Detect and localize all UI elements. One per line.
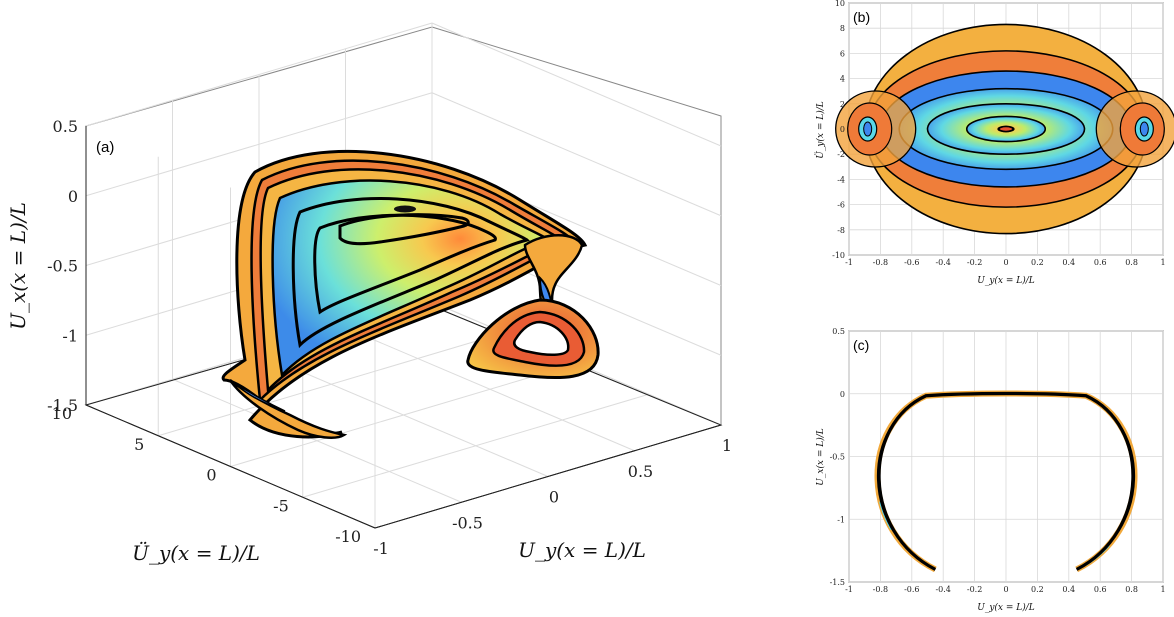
orbits-b (835, 23, 1174, 235)
blob-inner (513, 320, 570, 356)
panel-label-a: (a) (96, 139, 114, 156)
z-tick-label: 0 (68, 187, 78, 206)
b-x-tick-label: 0 (1003, 258, 1008, 267)
c-x-tick-label: 0.6 (1094, 585, 1107, 594)
grid-lines-c (848, 330, 1164, 583)
b-y-tick-label: -10 (832, 251, 845, 260)
y-tick-label: 0 (206, 466, 216, 485)
b-y-tick-label: 4 (840, 75, 845, 84)
b-x-tick-label: -0.6 (904, 258, 919, 267)
orbit-b-center (998, 125, 1014, 133)
y-tick-label: 10 (52, 404, 72, 423)
x-tick-label: 0 (549, 488, 559, 507)
side-lobe-b (1139, 121, 1149, 137)
c-x-tick-label: -0.4 (935, 585, 950, 594)
c-x-tick-label: 0 (1003, 585, 1008, 594)
grid-x-floor (345, 327, 635, 452)
b-x-tick-label: -0.2 (967, 258, 982, 267)
b-x-tick-label: 0.2 (1031, 258, 1044, 267)
b-x-tick-label: 0.4 (1062, 258, 1075, 267)
grid-x-floor (172, 378, 462, 503)
x-axis-line (374, 424, 722, 529)
panel-b-contour-plot: -1 -0.8 -0.6 -0.4 -0.2 0 0.2 0.4 0.6 0.8 1 10 8 6 4 2 0 -… (814, 0, 1174, 286)
ticks-b: -1 -0.8 -0.6 -0.4 -0.2 0 0.2 0.4 0.6 0.8 1 10 8 6 4 2 0 -… (832, 0, 1165, 267)
b-y-tick-label: 0 (840, 125, 845, 134)
grid-x-floor (258, 353, 549, 477)
b-x-tick-label: -0.8 (873, 258, 888, 267)
ticks-a: 0.5 0 -0.5 -1 -1.5 -10 -5 0 5 10 -1 -0.5 0 0.5 1 (47, 117, 732, 558)
y-tick-label: 5 (134, 435, 144, 454)
x-tick-label: 1 (722, 436, 732, 455)
surface-right-lobe (466, 234, 600, 380)
b-x-tick-label: 0.6 (1094, 258, 1107, 267)
c-y-tick-label: -1 (837, 515, 845, 524)
z-axis-label: U_x(x = L)/L (6, 202, 30, 330)
c-y-tick-label: 0.5 (832, 327, 845, 336)
b-y-tick-label: 2 (840, 100, 845, 109)
b-y-tick-label: 8 (840, 24, 845, 33)
contour-1 (338, 213, 470, 246)
tail-blue (235, 383, 286, 412)
arc-c (874, 390, 1138, 573)
c-x-tick-label: 0.2 (1031, 585, 1044, 594)
y-tick-label: -10 (335, 527, 361, 546)
surface-main-lobe (221, 149, 588, 439)
grid-z-right (431, 92, 722, 217)
panel-label-b: (b) (853, 9, 870, 25)
b-x-tick-label: 1 (1160, 258, 1165, 267)
b-y-tick-label: -6 (837, 201, 845, 210)
x-axis-label: U_y(x = L)/L (518, 538, 646, 562)
b-x-tick-label: -0.4 (935, 258, 950, 267)
b-y-tick-label: 10 (835, 0, 845, 8)
c-x-tick-label: 0.4 (1062, 585, 1075, 594)
grid-z-right (431, 22, 722, 147)
z-tick-label: -0.5 (47, 257, 78, 276)
c-x-tick-label: -0.6 (904, 585, 919, 594)
center-orbit (394, 205, 416, 213)
c-y-axis-label: U_x(x = L)/L (815, 428, 826, 486)
side-lobe-b (863, 121, 873, 137)
c-x-tick-label: -1 (845, 585, 853, 594)
z-tick-label: -1 (62, 326, 78, 345)
panel-c-line-plot: -1 -0.8 -0.6 -0.4 -0.2 0 0.2 0.4 0.6 0.8 1 0.5 0 -0.5… (815, 327, 1166, 613)
c-y-tick-label: -0.5 (830, 453, 845, 462)
y-tick-label: -5 (273, 496, 289, 515)
z-tick-label: 0.5 (53, 117, 78, 136)
panel-label-c: (c) (853, 337, 869, 353)
z-tick-label: -1.5 (47, 396, 78, 415)
c-y-tick-label: 0 (840, 390, 845, 399)
arc-c-line (876, 392, 1136, 570)
c-y-tick-label: -1.5 (830, 578, 845, 587)
b-x-tick-label: -1 (845, 258, 853, 267)
b-y-tick-label: 6 (840, 49, 845, 58)
b-x-tick-label: 0.8 (1125, 258, 1138, 267)
ticks-c: -1 -0.8 -0.6 -0.4 -0.2 0 0.2 0.4 0.6 0.8 1 0.5 0 -0.5… (830, 327, 1166, 594)
b-y-tick-label: -2 (837, 150, 845, 159)
x-tick-label: 0.5 (628, 462, 653, 481)
c-x-tick-label: -0.8 (873, 585, 888, 594)
c-x-tick-label: -0.2 (967, 585, 982, 594)
y-axis-label: Ü_y(x = L)/L (132, 540, 260, 565)
b-y-tick-label: -8 (837, 226, 845, 235)
c-x-tick-label: 0.8 (1125, 585, 1138, 594)
contour-3 (291, 197, 530, 349)
b-x-axis-label: U_y(x = L)/L (977, 275, 1035, 286)
c-x-axis-label: U_y(x = L)/L (977, 602, 1035, 613)
x-tick-label: -1 (373, 539, 389, 558)
contour-2 (313, 213, 497, 315)
x-tick-label: -0.5 (452, 513, 483, 532)
y-axis-line (85, 404, 376, 529)
panel-a-3d-plot: (a) 0.5 0 -0.5 -1 -1.5 -10 -5 0 5 10 -1 -0.5 0 0.5 1 U… (6, 22, 732, 565)
b-y-axis-label: Ü_y(x = L)/L (814, 101, 826, 159)
b-y-tick-label: -4 (837, 175, 845, 184)
c-x-tick-label: 1 (1160, 585, 1165, 594)
